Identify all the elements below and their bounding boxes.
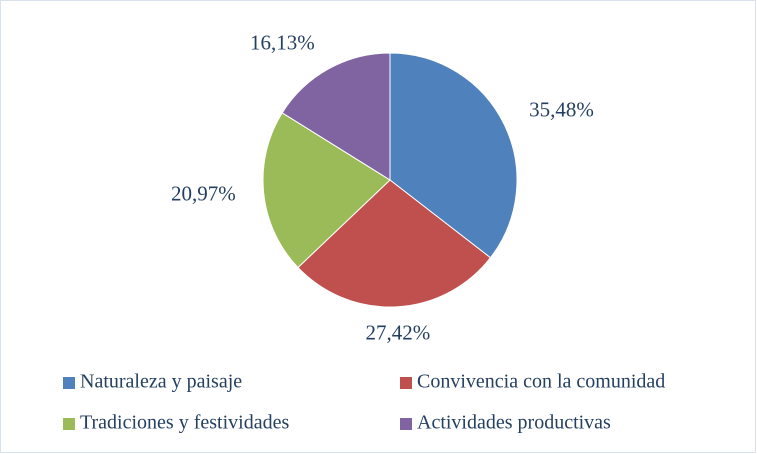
- data-label: 20,97%: [171, 182, 236, 206]
- legend-swatch: [400, 377, 412, 389]
- pie-slice: [281, 52, 391, 181]
- pie-slice: [389, 52, 518, 259]
- legend-label: Tradiciones y festividades: [80, 412, 289, 434]
- data-label: 27,42%: [366, 321, 431, 345]
- data-label: 16,13%: [250, 30, 315, 54]
- legend-label: Naturaleza y paisaje: [80, 371, 242, 393]
- legend-label: Convivencia con la comunidad: [417, 371, 665, 393]
- legend-swatch: [63, 377, 75, 389]
- pie-slice: [297, 179, 492, 308]
- legend-label: Actividades productivas: [417, 412, 611, 434]
- legend-swatch: [400, 418, 412, 430]
- legend-swatch: [63, 418, 75, 430]
- data-label: 35,48%: [529, 98, 594, 122]
- pie-slice: [262, 112, 391, 269]
